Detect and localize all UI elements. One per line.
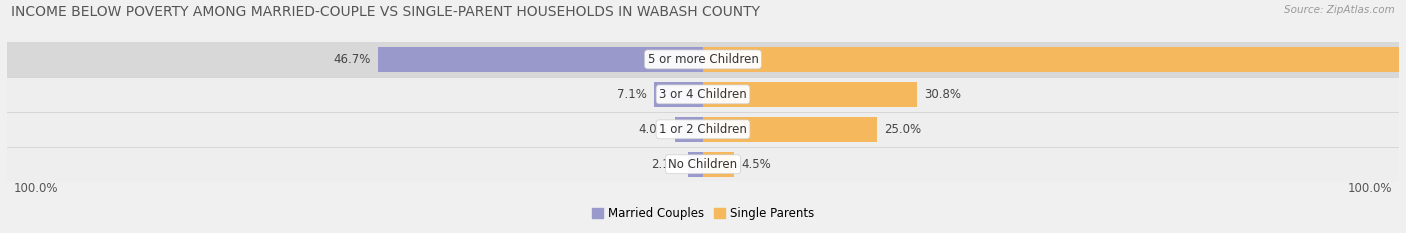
Text: 1 or 2 Children: 1 or 2 Children [659,123,747,136]
Legend: Married Couples, Single Parents: Married Couples, Single Parents [586,202,820,225]
Bar [7,77,1399,112]
Text: 7.1%: 7.1% [617,88,647,101]
Text: No Children: No Children [668,158,738,171]
Bar [703,82,917,107]
Text: 4.0%: 4.0% [638,123,668,136]
Text: 2.1%: 2.1% [651,158,682,171]
Bar [7,42,1399,77]
Bar [7,112,1399,147]
Bar [703,152,734,177]
Text: 5 or more Children: 5 or more Children [648,53,758,66]
Bar [675,117,703,142]
Bar [654,82,703,107]
Bar [703,117,877,142]
Bar [378,47,703,72]
Text: 4.5%: 4.5% [741,158,770,171]
Bar [703,47,1399,72]
Text: 3 or 4 Children: 3 or 4 Children [659,88,747,101]
Text: 25.0%: 25.0% [884,123,921,136]
Bar [7,147,1399,182]
Text: 46.7%: 46.7% [333,53,371,66]
Text: 30.8%: 30.8% [924,88,962,101]
Text: 100.0%: 100.0% [1347,182,1392,195]
Text: 100.0%: 100.0% [14,182,59,195]
Text: Source: ZipAtlas.com: Source: ZipAtlas.com [1284,5,1395,15]
Text: INCOME BELOW POVERTY AMONG MARRIED-COUPLE VS SINGLE-PARENT HOUSEHOLDS IN WABASH : INCOME BELOW POVERTY AMONG MARRIED-COUPL… [11,5,761,19]
Bar [689,152,703,177]
